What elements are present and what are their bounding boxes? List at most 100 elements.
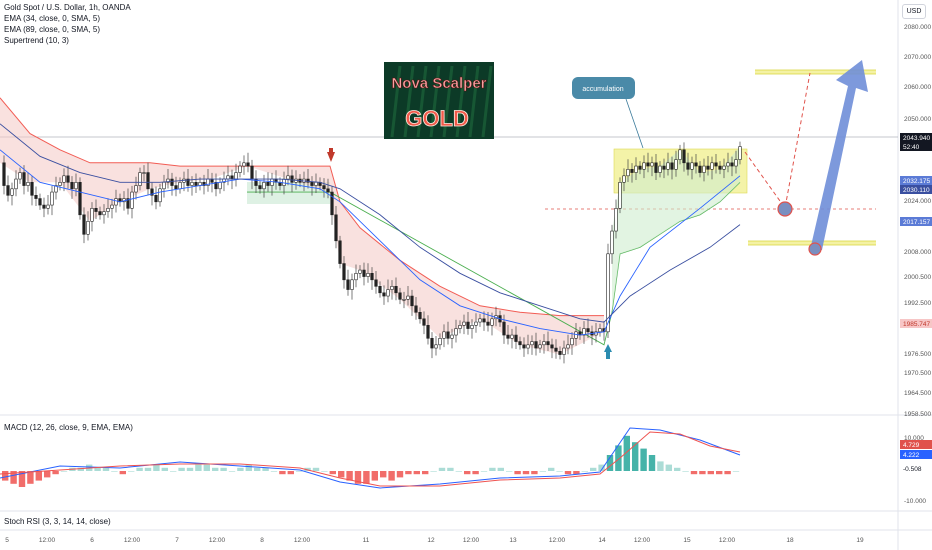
candle-body bbox=[90, 208, 94, 222]
macd-histogram-bar bbox=[44, 471, 51, 478]
macd-histogram-bar bbox=[2, 471, 9, 481]
candle-body bbox=[398, 292, 402, 300]
macd-histogram-bar bbox=[203, 464, 210, 471]
macd-histogram-bar bbox=[531, 471, 538, 475]
macd-badge bbox=[900, 450, 932, 459]
candle-body bbox=[42, 204, 46, 209]
candle-body bbox=[66, 175, 70, 183]
macd-histogram-bar bbox=[464, 471, 471, 475]
candle-body bbox=[190, 182, 194, 186]
candle-body bbox=[686, 162, 690, 170]
candle-body bbox=[566, 344, 570, 349]
price-tick: 1958.500 bbox=[904, 411, 931, 418]
time-axis: 5 12:00 6 12:00 7 12:00 8 12:00 11 12 12:00 13 12:00… bbox=[5, 537, 864, 544]
candle-body bbox=[414, 305, 418, 313]
candle-body bbox=[262, 182, 266, 190]
time-tick: 12:00 bbox=[124, 537, 141, 544]
candle-body bbox=[714, 162, 718, 167]
macd-histogram-bar bbox=[497, 467, 504, 471]
candle-body bbox=[310, 182, 314, 186]
price-badge-value: 2030.110 bbox=[903, 187, 930, 194]
candle-body bbox=[154, 195, 158, 203]
price-tick: 1976.500 bbox=[904, 351, 931, 358]
candle-body bbox=[442, 331, 446, 339]
candle-body bbox=[626, 169, 630, 177]
stoch-rsi-label[interactable]: Stoch RSI (3, 3, 14, 14, close) bbox=[4, 517, 111, 526]
candle-body bbox=[406, 295, 410, 300]
macd-histogram-bar bbox=[598, 464, 605, 471]
candle-body bbox=[526, 344, 530, 349]
indicator-supertrend[interactable]: Supertrend (10, 3) bbox=[4, 36, 69, 45]
candle-body bbox=[110, 204, 114, 209]
macd-histogram-bar bbox=[405, 471, 412, 475]
candle-body bbox=[34, 195, 38, 199]
signal-line bbox=[0, 431, 741, 487]
candle-body bbox=[238, 165, 242, 173]
logo-leaf bbox=[442, 65, 454, 138]
candle-body bbox=[610, 230, 614, 255]
logo-leaf bbox=[429, 65, 441, 138]
macd-histogram-bar bbox=[287, 471, 294, 475]
candle-body bbox=[482, 318, 486, 323]
candle-body bbox=[530, 341, 534, 346]
candle-body bbox=[562, 347, 566, 355]
price-tick: 2024.000 bbox=[904, 198, 931, 205]
candle-body bbox=[22, 172, 26, 186]
candle-body bbox=[258, 185, 262, 190]
forecast-point bbox=[777, 201, 793, 217]
candle-body bbox=[382, 292, 386, 297]
sell-arrow bbox=[327, 152, 335, 162]
currency-button[interactable]: USD bbox=[902, 4, 926, 19]
candle-body bbox=[546, 341, 550, 346]
candle-body bbox=[430, 338, 434, 349]
candle-body bbox=[730, 162, 734, 167]
macd-histogram-bar bbox=[640, 448, 647, 471]
macd-histogram-bar bbox=[438, 467, 446, 471]
candle-body bbox=[514, 334, 518, 342]
candle-body bbox=[558, 351, 562, 355]
candle-body bbox=[646, 162, 650, 167]
macd-histogram-bar bbox=[716, 471, 723, 475]
price-badge-value: 2032.175 bbox=[903, 178, 930, 185]
candle-body bbox=[246, 162, 250, 167]
indicator-ema34[interactable]: EMA (34, close, 0, SMA, 5) bbox=[4, 14, 101, 23]
candle-body bbox=[214, 182, 218, 190]
macd-histogram-bar bbox=[111, 471, 118, 472]
macd-histogram-bar bbox=[371, 471, 378, 481]
candle-body bbox=[330, 191, 334, 216]
candle-body bbox=[582, 328, 586, 336]
macd-tick: 10.000 bbox=[904, 435, 924, 442]
candle-body bbox=[166, 178, 170, 183]
macd-histogram-bar bbox=[119, 471, 126, 475]
macd-label[interactable]: MACD (12, 26, close, 9, EMA, EMA) bbox=[4, 423, 133, 432]
candle-body bbox=[678, 149, 682, 160]
candle-body bbox=[162, 182, 166, 190]
macd-histogram-bar bbox=[396, 471, 404, 478]
ema34-line bbox=[0, 149, 741, 336]
candle-body bbox=[618, 182, 622, 209]
time-tick: 12 bbox=[427, 537, 435, 544]
candle-body bbox=[542, 341, 546, 346]
candle-body bbox=[138, 172, 142, 186]
candle-body bbox=[202, 182, 206, 186]
candle-body bbox=[242, 162, 246, 167]
candle-body bbox=[282, 178, 286, 186]
candle-body bbox=[158, 188, 162, 203]
candle-body bbox=[734, 159, 738, 167]
candle-body bbox=[502, 321, 506, 336]
candle-body bbox=[70, 182, 74, 190]
candle-body bbox=[570, 338, 574, 346]
candle-body bbox=[322, 185, 326, 190]
candle-body bbox=[410, 295, 414, 307]
chart-title: Gold Spot / U.S. Dollar, 1h, OANDA bbox=[4, 3, 131, 12]
macd-histogram-bar bbox=[623, 435, 630, 471]
indicator-ema89[interactable]: EMA (89, close, 0, SMA, 5) bbox=[4, 25, 101, 34]
macd-pane-bg bbox=[0, 415, 898, 511]
time-tick: 12:00 bbox=[463, 537, 480, 544]
macd-histogram-bar bbox=[590, 467, 597, 471]
macd-histogram-bar bbox=[606, 455, 614, 471]
candle-body bbox=[18, 172, 22, 180]
macd-histogram-bar bbox=[102, 467, 110, 471]
macd-histogram-bar bbox=[363, 471, 370, 484]
